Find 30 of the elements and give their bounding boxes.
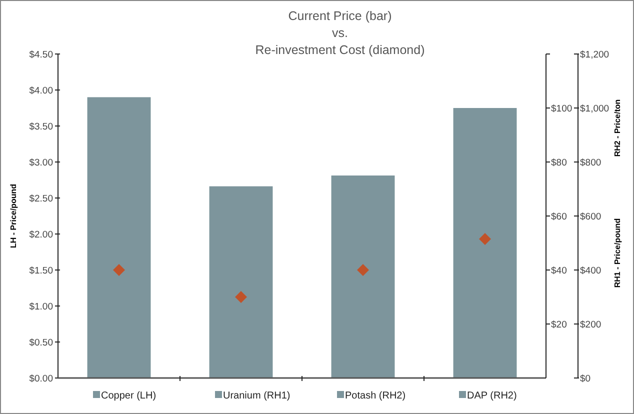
y2-tick-label: $100: [551, 104, 572, 114]
y2-tick-label: $20: [551, 320, 567, 330]
legend-label: Potash (RH2): [345, 390, 406, 402]
y2-tick-label: $80: [551, 158, 567, 168]
y-tick-label: $1.50: [29, 266, 53, 276]
y3-tick-label: $400: [580, 266, 602, 276]
y-tick-label: $4.50: [29, 50, 53, 60]
chart-title: Current Price (bar) vs. Re-investment Cost (diamond): [255, 9, 425, 57]
y-tick-label: $1.00: [29, 302, 53, 312]
y3-tick-label: $1,200: [580, 50, 610, 60]
y-tick-label: $3.50: [29, 122, 53, 132]
y3-tick-label: $800: [580, 158, 602, 168]
y3-tick-label: $1,000: [580, 104, 610, 114]
legend-label: Uranium (RH1): [223, 390, 290, 402]
y-tick-label: $3.00: [29, 158, 53, 168]
y2-tick-label: $40: [551, 266, 567, 276]
y-axis-title: LH - Price/pound: [9, 184, 18, 248]
y-tick-label: $2.50: [29, 194, 53, 204]
y-tick-label: $0.00: [29, 374, 53, 384]
y3-tick-label: $200: [580, 320, 602, 330]
y-tick-label: $2.00: [29, 230, 53, 240]
legend-label: Copper (LH): [101, 390, 156, 402]
legend-label: DAP (RH2): [467, 390, 517, 402]
y2-axis-title: RH1 - Price/pound: [613, 218, 622, 288]
y3-tick-label: $600: [580, 212, 602, 222]
y2-tick-label: $60: [551, 212, 567, 222]
y-tick-label: $4.00: [29, 86, 53, 96]
y-tick-label: $0.50: [29, 338, 53, 348]
y3-axis-title: RH2 - Price/ton: [613, 99, 622, 157]
y3-tick-label: $0: [580, 374, 591, 384]
